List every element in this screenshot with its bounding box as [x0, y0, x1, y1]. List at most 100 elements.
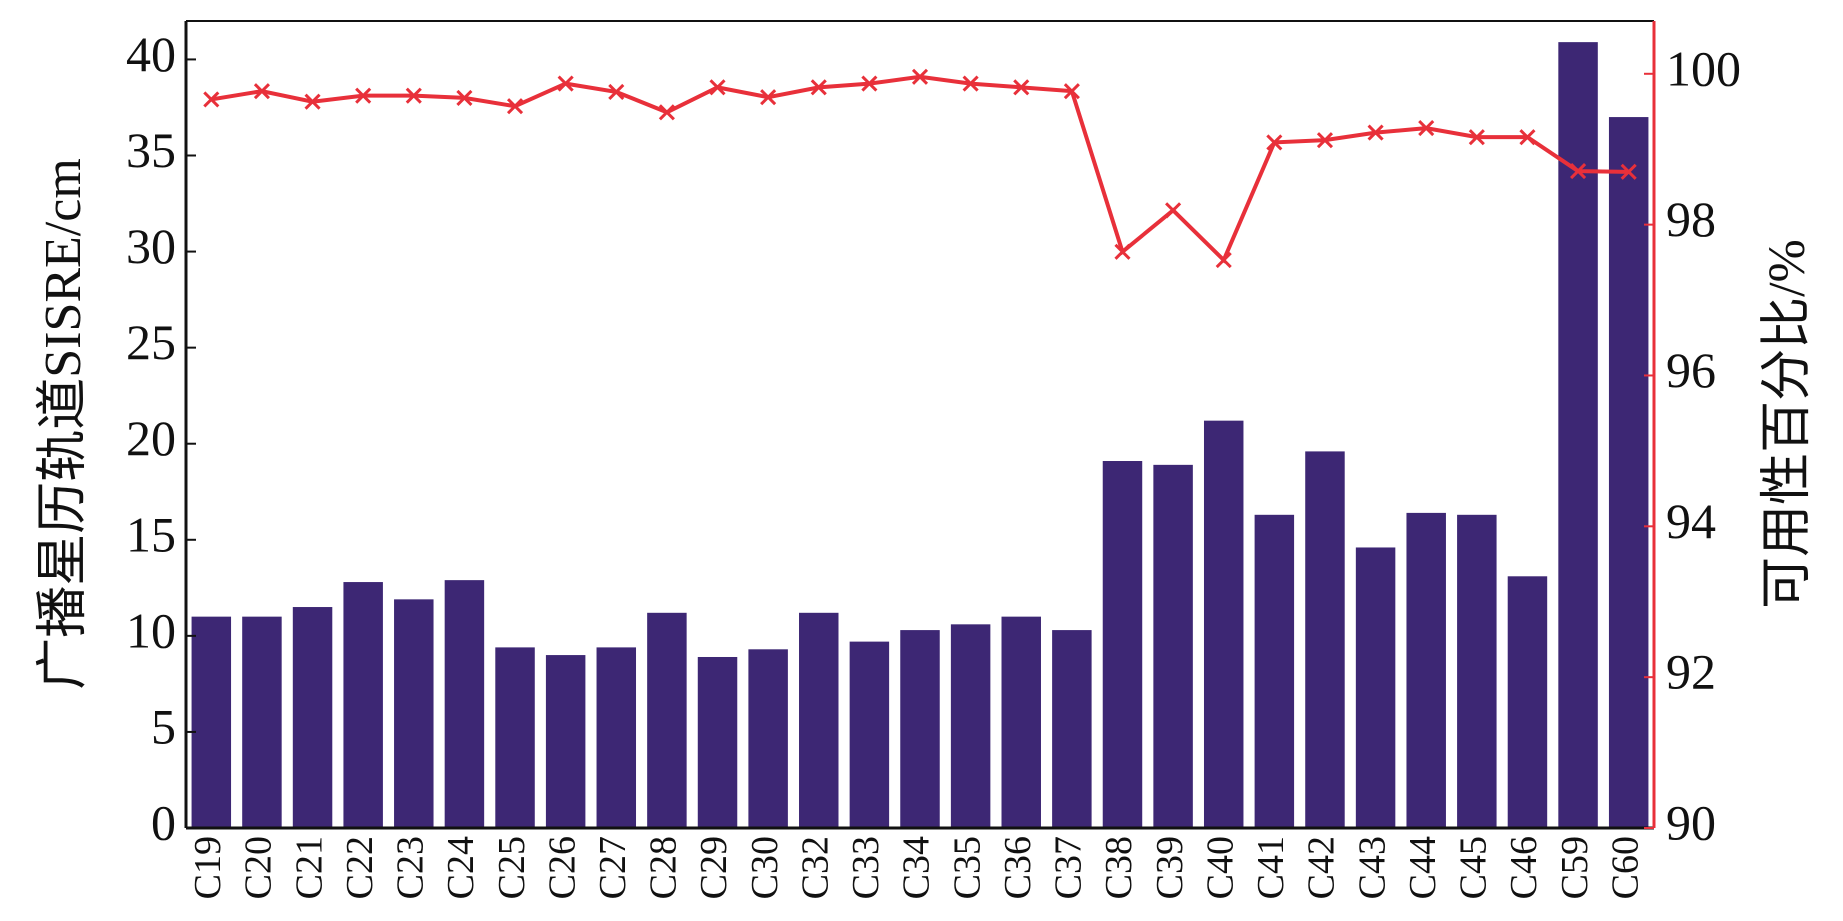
- x-tick-label: C60: [1604, 836, 1646, 899]
- marker: [1519, 129, 1536, 146]
- x-tick-label: C27: [592, 836, 634, 899]
- marker: [456, 89, 473, 106]
- y-tick-label: 30: [126, 218, 176, 274]
- x-tick-label: C38: [1098, 836, 1140, 899]
- y2-tick-label: 100: [1666, 40, 1741, 96]
- line: [210, 74, 1629, 264]
- marker: [405, 87, 422, 104]
- marker: [1367, 124, 1384, 141]
- x-tick-label: C34: [896, 836, 938, 899]
- x-tick-label: C23: [390, 836, 432, 899]
- marker: [1570, 163, 1587, 180]
- x-tick-label: C33: [845, 836, 887, 899]
- y2-tick-label: 92: [1666, 644, 1716, 700]
- x-tick-label: C45: [1453, 836, 1495, 899]
- bar: [1608, 117, 1649, 829]
- x-tick-label: C35: [946, 836, 988, 899]
- marker: [506, 98, 524, 115]
- x-tick-label: C44: [1402, 836, 1444, 899]
- y-axis-title: 广播星历轨道SISRE/cm: [35, 158, 92, 690]
- bar: [950, 624, 991, 828]
- bar: [343, 582, 383, 828]
- x-tick-label: C46: [1503, 836, 1545, 899]
- marker: [1620, 163, 1637, 180]
- marker: [253, 83, 270, 100]
- bar: [799, 612, 839, 828]
- x-tick-label: C19: [187, 836, 229, 899]
- bar: [1406, 512, 1446, 828]
- x-tick-label: C26: [541, 836, 583, 899]
- x-tick-label: C32: [794, 836, 836, 899]
- bar: [1305, 451, 1345, 828]
- y-tick-label: 10: [126, 602, 176, 658]
- bar: [1457, 514, 1497, 828]
- bar: [1102, 461, 1143, 828]
- marker: [1165, 202, 1182, 219]
- x-tick-label: C43: [1351, 836, 1393, 899]
- y2-tick-label: 90: [1666, 794, 1716, 850]
- bar: [748, 649, 788, 828]
- y2-tick-label: 94: [1666, 493, 1716, 549]
- y-tick-label: 20: [126, 410, 176, 466]
- marker: [911, 68, 929, 85]
- x-tick-label: C36: [997, 836, 1039, 899]
- y-tick-label: 5: [151, 698, 176, 754]
- marker: [1063, 83, 1080, 100]
- y-tick-label: 40: [126, 26, 176, 82]
- bar: [292, 607, 333, 828]
- marker: [1316, 132, 1334, 149]
- marker: [962, 75, 979, 92]
- x-tick-label: C29: [693, 836, 735, 899]
- marker: [810, 79, 827, 96]
- bar: [191, 616, 232, 828]
- bar: [849, 641, 890, 828]
- y-tick-label: 35: [126, 122, 176, 178]
- marker: [304, 93, 321, 110]
- x-tick-label: C59: [1554, 836, 1596, 899]
- x-tick-label: C42: [1301, 836, 1343, 899]
- bar: [1507, 576, 1548, 828]
- bar: [1355, 547, 1396, 828]
- y-tick-label: 25: [126, 314, 176, 370]
- x-tick-label: C39: [1149, 836, 1191, 899]
- bar: [242, 616, 282, 828]
- marker: [1418, 120, 1435, 137]
- marker: [203, 91, 220, 108]
- marker: [1266, 134, 1283, 151]
- marker: [709, 79, 726, 96]
- x-tick-label: C25: [491, 836, 533, 899]
- x-tick-label: C22: [339, 836, 381, 899]
- bar: [1052, 630, 1092, 828]
- marker: [355, 87, 372, 104]
- bar: [697, 656, 738, 828]
- y2-axis-title: 可用性百分比/%: [1759, 239, 1816, 609]
- y2-tick-label: 98: [1666, 191, 1716, 247]
- marker: [658, 104, 675, 121]
- marker: [608, 83, 625, 100]
- x-tick-label: C37: [1048, 836, 1090, 899]
- bar: [647, 612, 687, 828]
- marker: [1215, 252, 1232, 269]
- x-tick-label: C30: [744, 836, 786, 899]
- y-tick-label: 15: [126, 506, 176, 562]
- marker: [557, 75, 574, 92]
- marker: [1468, 129, 1485, 146]
- x-tick-label: C21: [288, 836, 330, 899]
- bar: [495, 647, 535, 828]
- bar: [1254, 514, 1295, 828]
- x-tick-label: C24: [440, 836, 482, 899]
- y-tick-label: 0: [151, 794, 176, 850]
- marker: [1013, 79, 1030, 96]
- bar: [545, 655, 586, 828]
- marker: [861, 75, 878, 92]
- x-tick-label: C41: [1250, 836, 1292, 899]
- marker: [1114, 243, 1131, 260]
- bar: [444, 580, 485, 828]
- y2-tick-label: 96: [1666, 342, 1716, 398]
- x-tick-label: C20: [238, 836, 280, 899]
- x-tick-label: C28: [643, 836, 685, 899]
- bar: [596, 647, 637, 828]
- bar: [1153, 464, 1193, 828]
- bar: [1001, 616, 1041, 828]
